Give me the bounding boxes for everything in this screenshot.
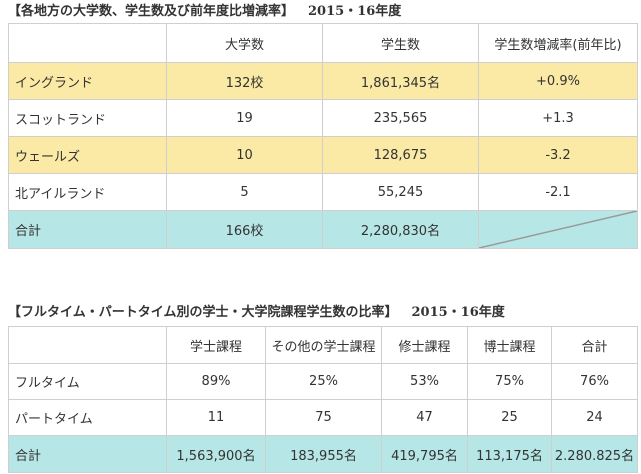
total-value-cell: 419,795名 [381, 435, 468, 473]
value-cell: 47 [381, 399, 468, 436]
row-label-cell: パートタイム [8, 399, 167, 436]
table-header-row: 学士課程 その他の学士課程 修士課程 博士課程 合計 [8, 326, 638, 364]
section2-year: 2015・16年度 [411, 305, 505, 320]
section1-title-text: 【各地方の大学数、学生数及び前年度比増減率】 [8, 4, 295, 19]
total-value-cell: 2.280.825名 [551, 435, 638, 473]
total-students-cell: 2,280,830名 [322, 210, 479, 249]
header-cell: 大学数 [166, 23, 323, 63]
header-cell: 博士課程 [467, 326, 552, 364]
table-row: フルタイム 89% 25% 53% 75% 76% [8, 363, 638, 400]
section2-title: 【フルタイム・パートタイム別の学士・大学院課程学生数の比率】 2015・16年度 [8, 305, 505, 321]
value-cell: 75% [467, 363, 552, 400]
fulltime-parttime-ratio-table: 学士課程 その他の学士課程 修士課程 博士課程 合計 フルタイム 89% 25%… [8, 326, 638, 473]
total-value-cell: 113,175名 [467, 435, 552, 473]
header-cell: その他の学士課程 [265, 326, 382, 364]
students-cell: 1,861,345名 [322, 62, 479, 100]
value-cell: 76% [551, 363, 638, 400]
universities-by-region-table: 大学数 学生数 学生数増減率(前年比) イングランド 132校 1,861,34… [8, 23, 638, 249]
header-cell: 学生数 [322, 23, 479, 63]
header-cell: 学士課程 [166, 326, 266, 364]
change-cell: -3.2 [478, 136, 638, 174]
value-cell: 53% [381, 363, 468, 400]
total-row: 合計 1,563,900名 183,955名 419,795名 113,175名… [8, 435, 638, 473]
universities-cell: 5 [166, 173, 323, 211]
students-cell: 55,245 [322, 173, 479, 211]
value-cell: 25% [265, 363, 382, 400]
table-row: イングランド 132校 1,861,345名 +0.9% [8, 62, 638, 100]
region-cell: スコットランド [8, 99, 167, 137]
header-cell: 学生数増減率(前年比) [478, 23, 638, 63]
total-label-cell: 合計 [8, 210, 167, 249]
table-row: パートタイム 11 75 47 25 24 [8, 399, 638, 436]
total-value-cell: 183,955名 [265, 435, 382, 473]
region-cell: 北アイルランド [8, 173, 167, 211]
table-row: ウェールズ 10 128,675 -3.2 [8, 136, 638, 174]
region-cell: ウェールズ [8, 136, 167, 174]
universities-cell: 10 [166, 136, 323, 174]
header-cell: 合計 [551, 326, 638, 364]
value-cell: 89% [166, 363, 266, 400]
header-cell [8, 23, 167, 63]
table-row: 北アイルランド 5 55,245 -2.1 [8, 173, 638, 211]
row-label-cell: フルタイム [8, 363, 167, 400]
total-row: 合計 166校 2,280,830名 [8, 210, 638, 249]
universities-cell: 19 [166, 99, 323, 137]
section2-title-text: 【フルタイム・パートタイム別の学士・大学院課程学生数の比率】 [8, 305, 398, 320]
value-cell: 75 [265, 399, 382, 436]
total-label-cell: 合計 [8, 435, 167, 473]
change-cell: -2.1 [478, 173, 638, 211]
table-header-row: 大学数 学生数 学生数増減率(前年比) [8, 23, 638, 63]
table-row: スコットランド 19 235,565 +1.3 [8, 99, 638, 137]
universities-cell: 132校 [166, 62, 323, 100]
value-cell: 25 [467, 399, 552, 436]
total-value-cell: 1,563,900名 [166, 435, 266, 473]
total-universities-cell: 166校 [166, 210, 323, 249]
students-cell: 235,565 [322, 99, 479, 137]
change-cell: +1.3 [478, 99, 638, 137]
region-cell: イングランド [8, 62, 167, 100]
students-cell: 128,675 [322, 136, 479, 174]
empty-diagonal-cell [478, 210, 638, 249]
section1-year: 2015・16年度 [308, 4, 402, 19]
header-cell: 修士課程 [381, 326, 468, 364]
diagonal-line-icon [479, 211, 637, 248]
header-cell [8, 326, 167, 364]
section1-title: 【各地方の大学数、学生数及び前年度比増減率】 2015・16年度 [8, 4, 401, 20]
value-cell: 11 [166, 399, 266, 436]
value-cell: 24 [551, 399, 638, 436]
change-cell: +0.9% [478, 62, 638, 100]
